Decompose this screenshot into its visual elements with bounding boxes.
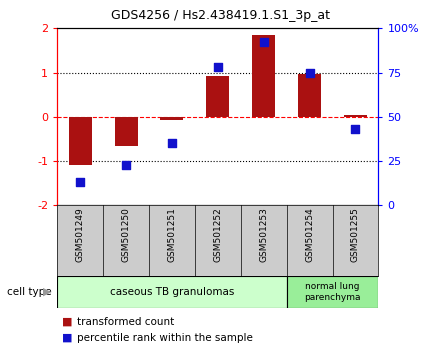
Point [169, 141, 176, 146]
Text: GSM501249: GSM501249 [76, 207, 84, 262]
Text: percentile rank within the sample: percentile rank within the sample [77, 333, 253, 343]
Text: ■: ■ [62, 333, 72, 343]
Bar [206, 76, 229, 117]
Text: GSM501252: GSM501252 [213, 207, 222, 262]
Bar [69, 117, 92, 166]
Text: GSM501250: GSM501250 [121, 207, 131, 262]
Bar [57, 276, 286, 308]
Bar [298, 74, 321, 117]
Text: GSM501255: GSM501255 [351, 207, 360, 262]
Text: GSM501254: GSM501254 [305, 207, 314, 262]
Point [306, 70, 313, 75]
Bar [161, 117, 183, 120]
Point [260, 40, 267, 45]
Bar [114, 117, 138, 145]
Text: cell type: cell type [7, 287, 51, 297]
Text: GDS4256 / Hs2.438419.1.S1_3p_at: GDS4256 / Hs2.438419.1.S1_3p_at [110, 9, 330, 22]
Text: GSM501251: GSM501251 [167, 207, 176, 262]
Bar [286, 276, 378, 308]
Text: GSM501253: GSM501253 [259, 207, 268, 262]
Text: ■: ■ [62, 317, 72, 327]
Text: caseous TB granulomas: caseous TB granulomas [110, 287, 234, 297]
Text: ▶: ▶ [43, 287, 52, 297]
Text: normal lung
parenchyma: normal lung parenchyma [304, 282, 361, 302]
Bar [344, 115, 367, 117]
Text: transformed count: transformed count [77, 317, 174, 327]
Point [352, 126, 359, 132]
Bar [252, 35, 275, 117]
Point [122, 162, 129, 167]
Point [214, 64, 221, 70]
Point [77, 179, 84, 185]
